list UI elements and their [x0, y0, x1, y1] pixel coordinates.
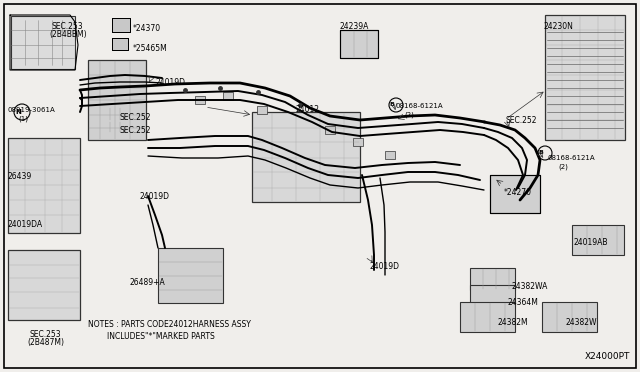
Bar: [353, 138, 363, 146]
Bar: [460, 302, 515, 332]
Bar: [223, 92, 233, 100]
Bar: [8, 250, 80, 320]
Text: SEC.253: SEC.253: [52, 22, 84, 31]
Text: SEC.252: SEC.252: [119, 126, 150, 135]
Text: SEC.252: SEC.252: [506, 116, 538, 125]
Text: 24382WA: 24382WA: [511, 282, 547, 291]
Text: SEC.253: SEC.253: [30, 330, 61, 339]
Text: 26439: 26439: [8, 172, 32, 181]
Text: *24370: *24370: [133, 24, 161, 33]
Text: 24019AB: 24019AB: [573, 238, 607, 247]
Bar: [542, 302, 597, 332]
Text: 24019DA: 24019DA: [8, 220, 43, 229]
Text: B: B: [539, 151, 543, 155]
Bar: [572, 225, 624, 255]
Bar: [340, 30, 378, 58]
Text: *24270: *24270: [504, 188, 532, 197]
Text: N: N: [15, 109, 21, 115]
Bar: [195, 96, 205, 104]
Text: B: B: [390, 103, 394, 108]
Bar: [325, 126, 335, 134]
Text: 24239A: 24239A: [340, 22, 369, 31]
Bar: [470, 268, 515, 290]
Bar: [11, 16, 75, 69]
Text: 26489+A: 26489+A: [130, 278, 166, 287]
Text: 24012: 24012: [295, 105, 319, 114]
Text: (2B4BBM): (2B4BBM): [49, 30, 86, 39]
Text: (2): (2): [404, 111, 414, 118]
Bar: [385, 151, 395, 159]
Bar: [112, 38, 128, 50]
Text: 08168-6121A: 08168-6121A: [395, 103, 443, 109]
Bar: [112, 18, 130, 32]
Text: 08168-6121A: 08168-6121A: [548, 155, 596, 161]
Bar: [158, 248, 223, 303]
Text: (2): (2): [558, 163, 568, 170]
Bar: [252, 112, 360, 202]
Text: 24230N: 24230N: [544, 22, 574, 31]
Text: 24019D: 24019D: [140, 192, 170, 201]
Bar: [100, 108, 122, 120]
Text: (1): (1): [18, 115, 28, 122]
Text: 24382M: 24382M: [497, 318, 527, 327]
Text: 24019D: 24019D: [370, 262, 400, 271]
Text: 24019D: 24019D: [155, 78, 185, 87]
Text: NOTES : PARTS CODE24012HARNESS ASSY: NOTES : PARTS CODE24012HARNESS ASSY: [88, 320, 251, 329]
Bar: [257, 106, 267, 114]
Bar: [490, 175, 540, 213]
Text: *25465M: *25465M: [133, 44, 168, 53]
Text: X24000PT: X24000PT: [584, 352, 630, 361]
Text: 24382W: 24382W: [566, 318, 598, 327]
Bar: [88, 60, 146, 140]
Bar: [470, 285, 515, 305]
Text: (2B487M): (2B487M): [27, 338, 64, 347]
Bar: [545, 15, 625, 140]
Bar: [8, 138, 80, 233]
Text: 08919-3061A: 08919-3061A: [8, 107, 56, 113]
Text: INCLUDES"*"MARKED PARTS: INCLUDES"*"MARKED PARTS: [88, 332, 215, 341]
Text: SEC.252: SEC.252: [119, 113, 150, 122]
Text: 24364M: 24364M: [508, 298, 539, 307]
Bar: [100, 122, 122, 132]
